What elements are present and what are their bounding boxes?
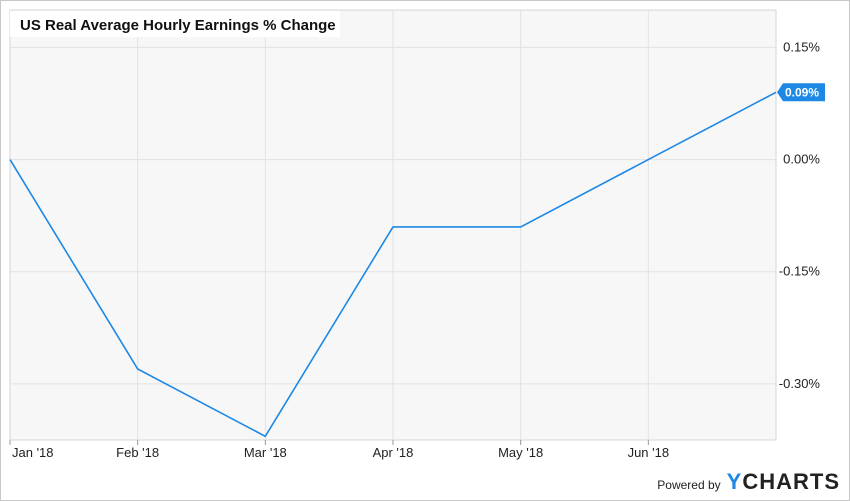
footer-branding: Powered by YCHARTS [657,469,840,495]
ycharts-logo-y: Y [726,469,743,494]
last-value-label: 0.09% [785,85,819,99]
ycharts-logo-text: CHARTS [742,469,840,494]
grid-lines [10,10,776,440]
ycharts-logo[interactable]: YCHARTS [727,469,840,495]
x-tick-label: Jun '18 [628,445,670,460]
y-tick-label: -0.15% [779,264,821,279]
x-tick-label: Apr '18 [373,445,414,460]
x-tick-label: Jan '18 [12,445,54,460]
x-axis-ticks: Jan '18 Feb '18 Mar '18 Apr '18 May '18 Jun '… [9,440,670,460]
last-value-badge-shape [777,83,825,102]
y-tick-label: 0.00% [783,152,820,167]
chart-title: US Real Average Hourly Earnings % Change [20,17,336,34]
y-axis-ticks: 0.15% 0.00% -0.15% -0.30% [779,39,821,391]
title-box [10,11,340,37]
x-tick-label: Mar '18 [244,445,287,460]
y-tick-label: 0.15% [783,39,820,54]
last-value-badge: 0.09% [777,83,825,102]
y-tick-label: -0.30% [779,376,821,391]
x-tick-label: May '18 [498,445,543,460]
series-line [9,91,777,438]
x-tick-label: Feb '18 [116,445,159,460]
powered-by-label: Powered by [657,478,721,492]
